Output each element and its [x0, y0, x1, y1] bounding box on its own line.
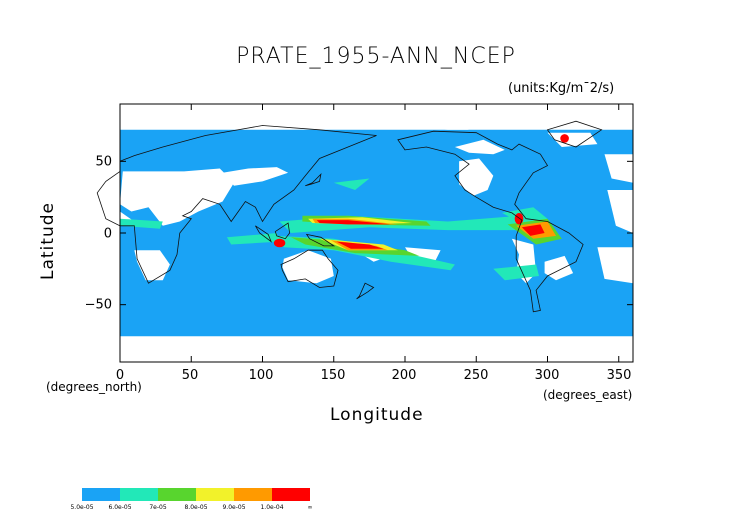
- x-tick-label: 50: [181, 368, 199, 383]
- low-precip-region: [120, 336, 633, 362]
- y-tick-label: −50: [84, 297, 112, 313]
- colorbar-label: 1.0e-04: [260, 504, 284, 511]
- coastline: [96, 125, 377, 284]
- precip-band: [333, 178, 370, 190]
- low-precip-region: [120, 104, 633, 130]
- x-tick-label: 300: [534, 368, 560, 383]
- coastline: [274, 222, 291, 240]
- precip-band: [493, 264, 539, 281]
- colorbar-swatch: [272, 488, 310, 501]
- x-axis-label: Longitude: [330, 405, 424, 425]
- y-tick-label: 50: [95, 154, 112, 170]
- x-tick-label: 200: [391, 368, 417, 383]
- colorbar-swatch: [196, 488, 234, 501]
- colorbar-label: 5.0e-05: [70, 504, 94, 511]
- low-precip-region: [604, 154, 633, 183]
- map-title: PRATE_1955-ANN_NCEP: [236, 44, 516, 69]
- low-precip-region: [390, 121, 470, 130]
- x-tick-label: 250: [463, 368, 489, 383]
- x-tick-label: 350: [606, 368, 632, 383]
- units-label: (units:Kg/m¯2/s): [508, 81, 615, 96]
- low-precip-region: [222, 167, 289, 186]
- low-precip-region: [454, 139, 505, 155]
- x-units-label: (degrees_east): [543, 388, 633, 402]
- x-tick-label: 150: [320, 368, 346, 383]
- low-precip-region: [547, 132, 598, 147]
- precip-band: [226, 233, 280, 245]
- coastline: [305, 172, 322, 187]
- colorbar-label: 6.0e-05: [108, 504, 132, 511]
- low-precip-region: [120, 168, 234, 226]
- low-precip-region: [607, 190, 633, 233]
- colorbar-swatch: [82, 488, 120, 501]
- x-tick-label: 100: [248, 368, 274, 383]
- precip-band: [316, 220, 391, 225]
- precip-band: [521, 224, 545, 236]
- colorbar-swatch: [234, 488, 272, 501]
- colorbar: [82, 488, 310, 501]
- coastline: [397, 130, 584, 313]
- y-axis-label: Latitude: [38, 202, 58, 280]
- precip-band: [336, 241, 384, 249]
- colorbar-swatch: [120, 488, 158, 501]
- coastline: [546, 120, 603, 148]
- precip-band: [273, 238, 286, 248]
- y-units-label: (degrees_north): [46, 380, 142, 394]
- colorbar-label: 7e-05: [149, 504, 167, 511]
- precip-band: [514, 213, 524, 225]
- low-precip-region: [597, 247, 633, 284]
- coastline: [280, 249, 339, 288]
- coastline: [356, 282, 375, 300]
- coastline: [255, 225, 273, 243]
- x-tick-label: 0: [115, 368, 125, 383]
- low-precip-region: [459, 158, 494, 196]
- colorbar-label: ∞: [307, 504, 313, 511]
- colorbar-label: 9.0e-05: [222, 504, 246, 511]
- colorbar-swatch: [158, 488, 196, 501]
- y-tick-label: 0: [103, 226, 112, 242]
- colorbar-label: 8.0e-05: [184, 504, 208, 511]
- precip-band: [560, 134, 569, 143]
- coastline: [305, 233, 336, 247]
